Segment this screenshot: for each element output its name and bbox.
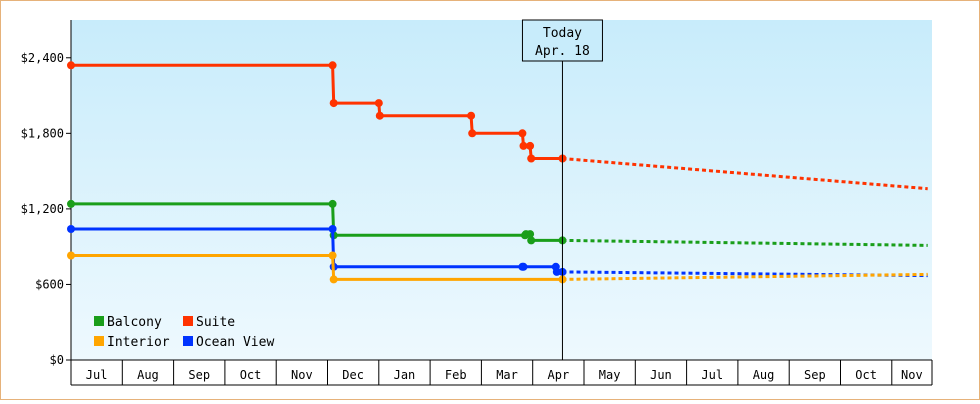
data-point <box>526 230 535 239</box>
data-point <box>67 199 75 208</box>
series-balcony <box>67 199 928 247</box>
data-point <box>518 129 527 138</box>
legend-label: Suite <box>196 315 235 330</box>
today-label: Today <box>543 26 582 41</box>
data-point <box>375 111 384 120</box>
x-tick-label: Aug <box>753 368 775 382</box>
data-point <box>328 251 337 260</box>
y-tick-label: $1,800 <box>21 126 64 140</box>
legend-item-balcony: Balcony <box>94 315 162 330</box>
x-tick-label: Jul <box>86 368 108 382</box>
data-point <box>526 141 535 150</box>
legend-swatch <box>94 336 104 346</box>
data-point <box>527 236 536 245</box>
x-tick-label: Nov <box>901 368 923 382</box>
legend-item-interior: Interior <box>94 335 170 350</box>
data-point <box>67 61 75 70</box>
data-point <box>328 199 337 208</box>
legend-label: Balcony <box>107 315 162 330</box>
x-tick-label: Mar <box>496 368 518 382</box>
data-point <box>328 61 337 70</box>
data-point <box>329 99 338 108</box>
data-point <box>552 267 561 276</box>
series-suite <box>67 61 928 191</box>
y-tick-label: $0 <box>50 353 64 367</box>
legend-item-suite: Suite <box>183 315 235 330</box>
x-tick-label: Oct <box>855 368 877 382</box>
x-tick-label: May <box>599 368 621 382</box>
data-point <box>527 154 536 163</box>
x-tick-label: Jan <box>394 368 416 382</box>
series-line-interior <box>71 254 563 281</box>
today-date: Apr. 18 <box>535 44 590 59</box>
plot-background <box>71 20 932 360</box>
x-tick-label: Sep <box>804 368 826 382</box>
data-point <box>468 129 477 138</box>
legend-swatch <box>183 316 193 326</box>
x-tick-label: Sep <box>188 368 210 382</box>
y-tick-label: $2,400 <box>21 51 64 65</box>
today-box <box>521 19 603 62</box>
data-point <box>519 262 528 271</box>
legend-item-ocean-view: Ocean View <box>183 335 274 350</box>
y-tick-label: $600 <box>35 277 64 291</box>
x-tick-label: Oct <box>240 368 262 382</box>
data-point <box>374 99 383 108</box>
data-point <box>328 225 337 233</box>
series-forecast-balcony <box>562 238 928 247</box>
legend-swatch <box>94 316 104 326</box>
data-point <box>467 111 476 120</box>
data-point <box>67 251 75 260</box>
legend-label: Interior <box>107 335 170 350</box>
data-point <box>519 141 528 150</box>
series-forecast-suite <box>562 157 928 191</box>
x-tick-label: Dec <box>342 368 364 382</box>
legend-swatch <box>183 336 193 346</box>
data-point <box>67 225 75 233</box>
legend-label: Ocean View <box>196 335 274 350</box>
data-point <box>329 275 338 284</box>
x-tick-label: Jun <box>650 368 672 382</box>
x-tick-label: Apr <box>548 368 570 382</box>
x-tick-label: Jul <box>701 368 723 382</box>
y-tick-label: $1,200 <box>21 202 64 216</box>
x-tick-label: Aug <box>137 368 159 382</box>
series-forecast-interior <box>562 272 928 281</box>
x-tick-label: Feb <box>445 368 467 382</box>
x-tick-label: Nov <box>291 368 313 382</box>
